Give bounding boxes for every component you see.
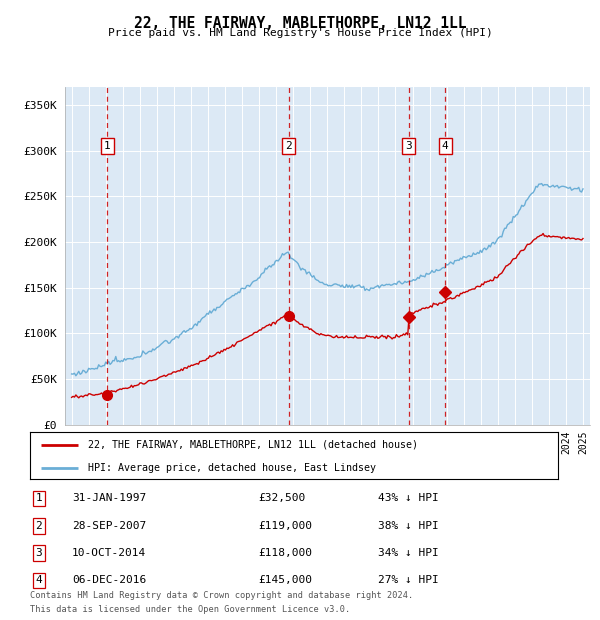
- Text: 1: 1: [104, 141, 110, 151]
- Text: 28-SEP-2007: 28-SEP-2007: [72, 521, 146, 531]
- Text: 4: 4: [442, 141, 449, 151]
- Text: £145,000: £145,000: [258, 575, 312, 585]
- Text: 22, THE FAIRWAY, MABLETHORPE, LN12 1LL: 22, THE FAIRWAY, MABLETHORPE, LN12 1LL: [134, 16, 466, 31]
- Text: 3: 3: [35, 548, 43, 558]
- Text: HPI: Average price, detached house, East Lindsey: HPI: Average price, detached house, East…: [88, 463, 376, 473]
- Text: £118,000: £118,000: [258, 548, 312, 558]
- Text: Contains HM Land Registry data © Crown copyright and database right 2024.: Contains HM Land Registry data © Crown c…: [30, 591, 413, 600]
- Text: 3: 3: [406, 141, 412, 151]
- Text: 4: 4: [35, 575, 43, 585]
- Text: 1: 1: [35, 494, 43, 503]
- Text: £119,000: £119,000: [258, 521, 312, 531]
- Text: This data is licensed under the Open Government Licence v3.0.: This data is licensed under the Open Gov…: [30, 604, 350, 614]
- Text: Price paid vs. HM Land Registry's House Price Index (HPI): Price paid vs. HM Land Registry's House …: [107, 28, 493, 38]
- Text: 34% ↓ HPI: 34% ↓ HPI: [378, 548, 439, 558]
- Text: 10-OCT-2014: 10-OCT-2014: [72, 548, 146, 558]
- Text: 27% ↓ HPI: 27% ↓ HPI: [378, 575, 439, 585]
- Text: 2: 2: [35, 521, 43, 531]
- Text: 2: 2: [286, 141, 292, 151]
- Text: £32,500: £32,500: [258, 494, 305, 503]
- Text: 43% ↓ HPI: 43% ↓ HPI: [378, 494, 439, 503]
- Text: 22, THE FAIRWAY, MABLETHORPE, LN12 1LL (detached house): 22, THE FAIRWAY, MABLETHORPE, LN12 1LL (…: [88, 440, 418, 450]
- Text: 38% ↓ HPI: 38% ↓ HPI: [378, 521, 439, 531]
- Text: 31-JAN-1997: 31-JAN-1997: [72, 494, 146, 503]
- Text: 06-DEC-2016: 06-DEC-2016: [72, 575, 146, 585]
